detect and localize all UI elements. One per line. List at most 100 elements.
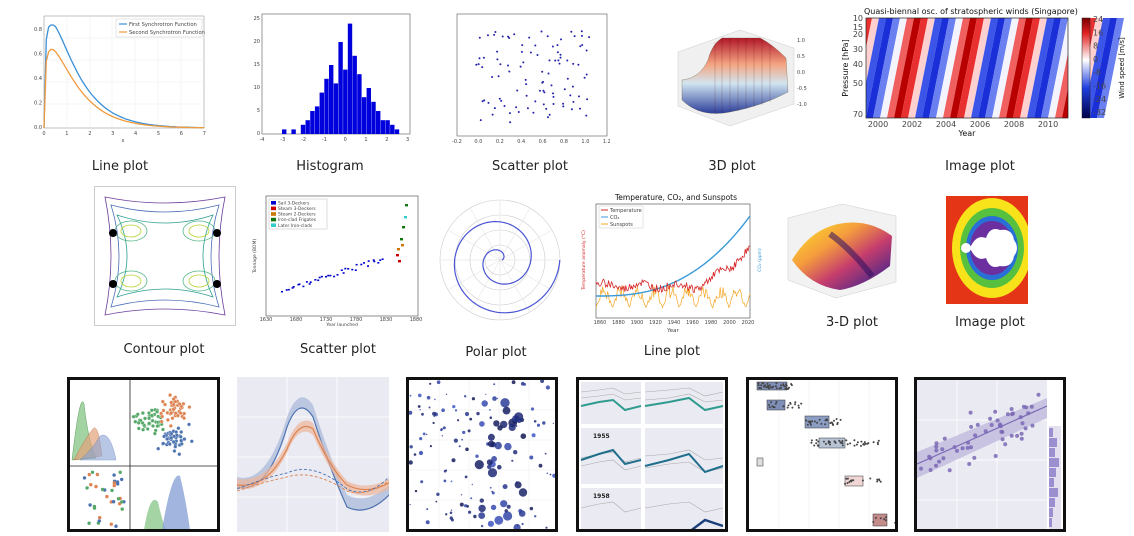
qbo-band-22 [964,18,991,118]
histogram-yticks: 0 5 10 15 20 25 [254,16,260,137]
warships-legend-0: Sail 3-Deckers [278,200,310,206]
box-point-1-12 [787,404,790,407]
histogram-thumbnail[interactable]: -4 -3 -2 -1 0 1 2 3 0 5 10 15 20 25 [250,8,415,144]
box-point-0-28 [785,383,788,386]
bubble-99 [504,442,512,451]
box-point-0-16 [774,385,777,388]
regression-point-41 [1030,423,1035,428]
temperature-line [595,245,751,294]
pairplot-point-0-26 [155,424,160,429]
regression-point-23 [965,445,970,450]
pairplot-point-0-5 [140,411,145,416]
box-point-3-8 [833,440,836,443]
bubble-thumbnail[interactable] [406,377,558,532]
regression-point-18 [941,456,946,461]
box-point-0-37 [762,382,765,385]
regression-thumbnail[interactable] [914,377,1066,532]
facet-lines-thumbnail[interactable]: 1955 1958 [576,377,728,532]
regression-point-0 [1020,421,1025,426]
bubble-125 [492,396,497,401]
regression-point-46 [955,448,959,453]
pairplot-thumbnail[interactable] [67,377,220,532]
box-point-2-1 [818,418,821,421]
warship-point-16 [327,274,330,277]
scatter-point-85 [581,44,584,46]
warships-xlabel: Year launched [325,322,358,328]
line-plot-xticks: 0 1 2 3 4 5 6 7 [42,131,205,137]
line-plot-2-thumbnail[interactable]: Temperature, CO₂, and Sunspots Temperatu… [578,190,768,335]
line-plot-thumbnail[interactable]: First Synchrotron Function Second Synchr… [20,8,210,144]
qbo-ytick-0: 10 [853,14,863,23]
image-plot-thumbnail[interactable]: Quasi-biennal osc. of stratospheric wind… [810,4,1134,146]
scatter-plot-thumbnail[interactable]: -0.2 0.0 0.2 0.4 0.6 0.8 1.0 1.2 [445,8,611,145]
box-point-0-5 [766,382,769,385]
box-point-0-25 [780,384,782,387]
histogram-bars [282,23,400,135]
bubble-112 [486,459,493,466]
qbo-cbtick-6: -24 [1093,95,1106,104]
box-point-5-4 [879,517,882,520]
bubble-131 [530,407,535,411]
scatter-point-38 [585,73,588,76]
qbo-band-12 [894,18,921,118]
climate-ylabel-right: CO₂ (ppm) [757,248,763,272]
bubble-92 [409,503,411,506]
bubble-91 [531,433,536,438]
box-point-1-7 [774,402,777,405]
bubble-35 [442,426,446,430]
scatter-plot-2-thumbnail[interactable]: Sail 3-Deckers Steam 3-Deckers Steam 2-Dec… [250,192,422,330]
bubble-82 [470,497,473,500]
cl-xtick-4: 1940 [668,320,681,326]
box-point-0-31 [769,386,772,389]
reg-hist-bar-4 [1049,468,1056,477]
plot-3d-thumbnail[interactable]: 1.0 0.5 0.0 -0.5 -1.0 [660,8,810,144]
boxplot-points [757,382,895,524]
box-point-4-14 [848,481,851,483]
bubble-103 [491,490,494,493]
qbo-ylabel: Pressure [hPa] [841,39,850,96]
scatter-point-96 [479,119,482,122]
box-point-3-10 [813,444,816,447]
warship-late-6 [398,260,401,263]
bubble-143 [445,513,448,516]
boxplot-thumbnail[interactable] [746,377,898,532]
bubble-94 [445,469,448,472]
hist-bar-4 [300,124,306,134]
surface-3d-chart: 1.0 0.5 0.0 -0.5 -1.0 [677,29,807,127]
bubble-66 [436,492,440,496]
pairplot-lower-13 [95,472,100,477]
lineband-thumbnail[interactable] [236,377,390,532]
pairplot-point-0-35 [155,409,159,414]
plot-3d-2-thumbnail[interactable] [780,190,900,308]
facet-label-1958: 1958 [593,493,610,500]
box-point-5-1 [872,521,875,523]
legend-sunspots: Sunspots [610,222,633,228]
regression-point-14 [1019,431,1024,436]
bubble-88 [485,393,487,395]
pairplot-lower-32 [120,500,124,504]
svg-text:-0.5: -0.5 [797,86,807,92]
box-point-3-28 [863,441,866,444]
warship-point-6 [298,283,301,285]
image-plot-2-thumbnail[interactable] [946,196,1028,304]
pairplot-lower-23 [100,487,105,492]
scatter-point-44 [546,35,549,38]
scatter-point-7 [508,70,511,73]
scatter-point-78 [554,59,557,62]
polar-plot-thumbnail[interactable] [436,194,566,330]
lp-xtick-5: 5 [157,131,160,137]
regression-point-35 [1010,412,1014,417]
caption-line-plot: Line plot [91,159,149,174]
caption-3d-plot-2: 3-D plot [825,315,879,330]
bubble-45 [489,486,492,489]
qbo-band-17 [929,18,956,118]
bubble-47 [464,475,468,479]
bubble-64 [487,468,498,478]
scatter-point-70 [577,63,580,66]
lp-xtick-3: 3 [111,131,114,137]
qbo-ytick-1: 15 [853,23,863,32]
cl-xtick-7: 2000 [723,320,736,326]
box-point-3-27 [815,442,818,445]
contour-plot-thumbnail[interactable] [94,186,236,326]
qbo-band-30 [1020,18,1047,118]
